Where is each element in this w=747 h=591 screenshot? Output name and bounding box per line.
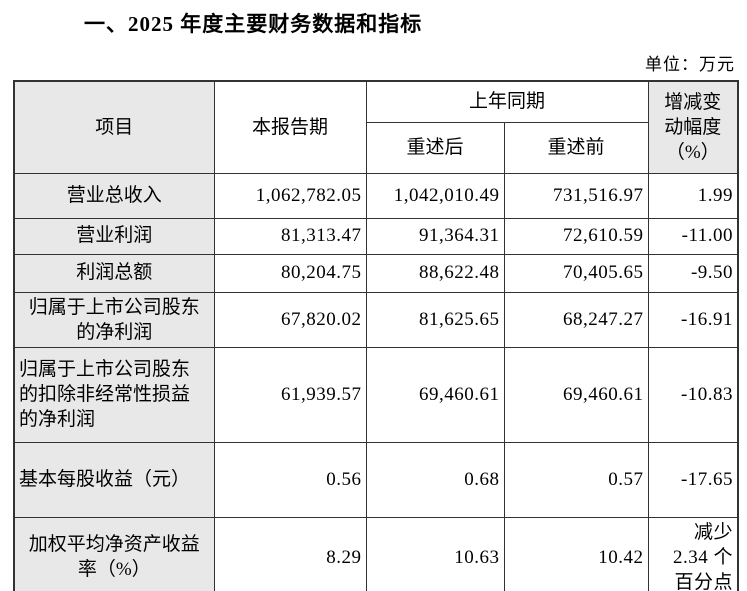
value-restated-before: 731,516.97: [503, 172, 649, 219]
value-change: 1.99: [647, 172, 739, 219]
value-current: 80,204.75: [213, 253, 367, 293]
value-change: -11.00: [647, 217, 739, 255]
value-current: 1,062,782.05: [213, 172, 367, 219]
table-row: 归属于上市公司股东 的净利润 67,820.02 81,625.65 68,24…: [13, 291, 739, 348]
row-label: 利润总额: [13, 253, 215, 293]
row-label: 归属于上市公司股东 的扣除非经常性损益 的净利润: [13, 346, 215, 443]
value-restated-before: 70,405.65: [503, 253, 649, 293]
value-current: 8.29: [213, 516, 367, 591]
header-change-percent: 增减变 动幅度 （%）: [647, 80, 739, 174]
value-current: 67,820.02: [213, 291, 367, 348]
table-row: 归属于上市公司股东 的扣除非经常性损益 的净利润 61,939.57 69,46…: [13, 346, 739, 443]
value-current: 61,939.57: [213, 346, 367, 443]
table-row: 加权平均净资产收益 率（%） 8.29 10.63 10.42 减少 2.34 …: [13, 516, 739, 591]
value-restated-before: 68,247.27: [503, 291, 649, 348]
value-change: -9.50: [647, 253, 739, 293]
table-row: 利润总额 80,204.75 88,622.48 70,405.65 -9.50: [13, 253, 739, 293]
row-label: 基本每股收益（元）: [13, 441, 215, 518]
value-restated-before: 10.42: [503, 516, 649, 591]
header-current-period: 本报告期: [213, 80, 367, 174]
value-restated-after: 88,622.48: [365, 253, 505, 293]
table-row: 营业总收入 1,062,782.05 1,042,010.49 731,516.…: [13, 172, 739, 219]
value-restated-after: 81,625.65: [365, 291, 505, 348]
value-restated-after: 0.68: [365, 441, 505, 518]
value-restated-after: 91,364.31: [365, 217, 505, 255]
row-label: 归属于上市公司股东 的净利润: [13, 291, 215, 348]
header-prior-period-group: 上年同期: [365, 80, 649, 123]
table-header: 项目 本报告期 上年同期 增减变 动幅度 （%） 重述后 重述前: [13, 80, 739, 174]
value-restated-after: 1,042,010.49: [365, 172, 505, 219]
table-row: 营业利润 81,313.47 91,364.31 72,610.59 -11.0…: [13, 217, 739, 255]
value-change: -16.91: [647, 291, 739, 348]
header-row-sub: 重述后 重述前: [14, 121, 738, 174]
value-change: -17.65: [647, 441, 739, 518]
header-restated-before: 重述前: [503, 121, 649, 174]
unit-label: 单位：万元: [645, 55, 735, 74]
value-restated-before: 72,610.59: [503, 217, 649, 255]
value-change: -10.83: [647, 346, 739, 443]
header-restated-after: 重述后: [365, 121, 505, 174]
value-restated-after: 10.63: [365, 516, 505, 591]
value-restated-before: 69,460.61: [503, 346, 649, 443]
value-current: 0.56: [213, 441, 367, 518]
row-label: 加权平均净资产收益 率（%）: [13, 516, 215, 591]
value-current: 81,313.47: [213, 217, 367, 255]
header-row-top: 项目 本报告期 上年同期 增减变 动幅度 （%）: [13, 80, 739, 174]
header-item: 项目: [13, 80, 215, 174]
row-label: 营业利润: [13, 217, 215, 255]
value-restated-after: 69,460.61: [365, 346, 505, 443]
table-row: 基本每股收益（元） 0.56 0.68 0.57 -17.65: [13, 441, 739, 518]
page-title: 一、2025 年度主要财务数据和指标: [84, 12, 423, 36]
value-restated-before: 0.57: [503, 441, 649, 518]
table-body: 营业总收入 1,062,782.05 1,042,010.49 731,516.…: [13, 172, 739, 591]
value-change: 减少 2.34 个 百分点: [647, 516, 739, 591]
row-label: 营业总收入: [13, 172, 215, 219]
financial-indicators-table: 项目 本报告期 上年同期 增减变 动幅度 （%） 重述后 重述前 营业总收入 1…: [13, 80, 740, 591]
